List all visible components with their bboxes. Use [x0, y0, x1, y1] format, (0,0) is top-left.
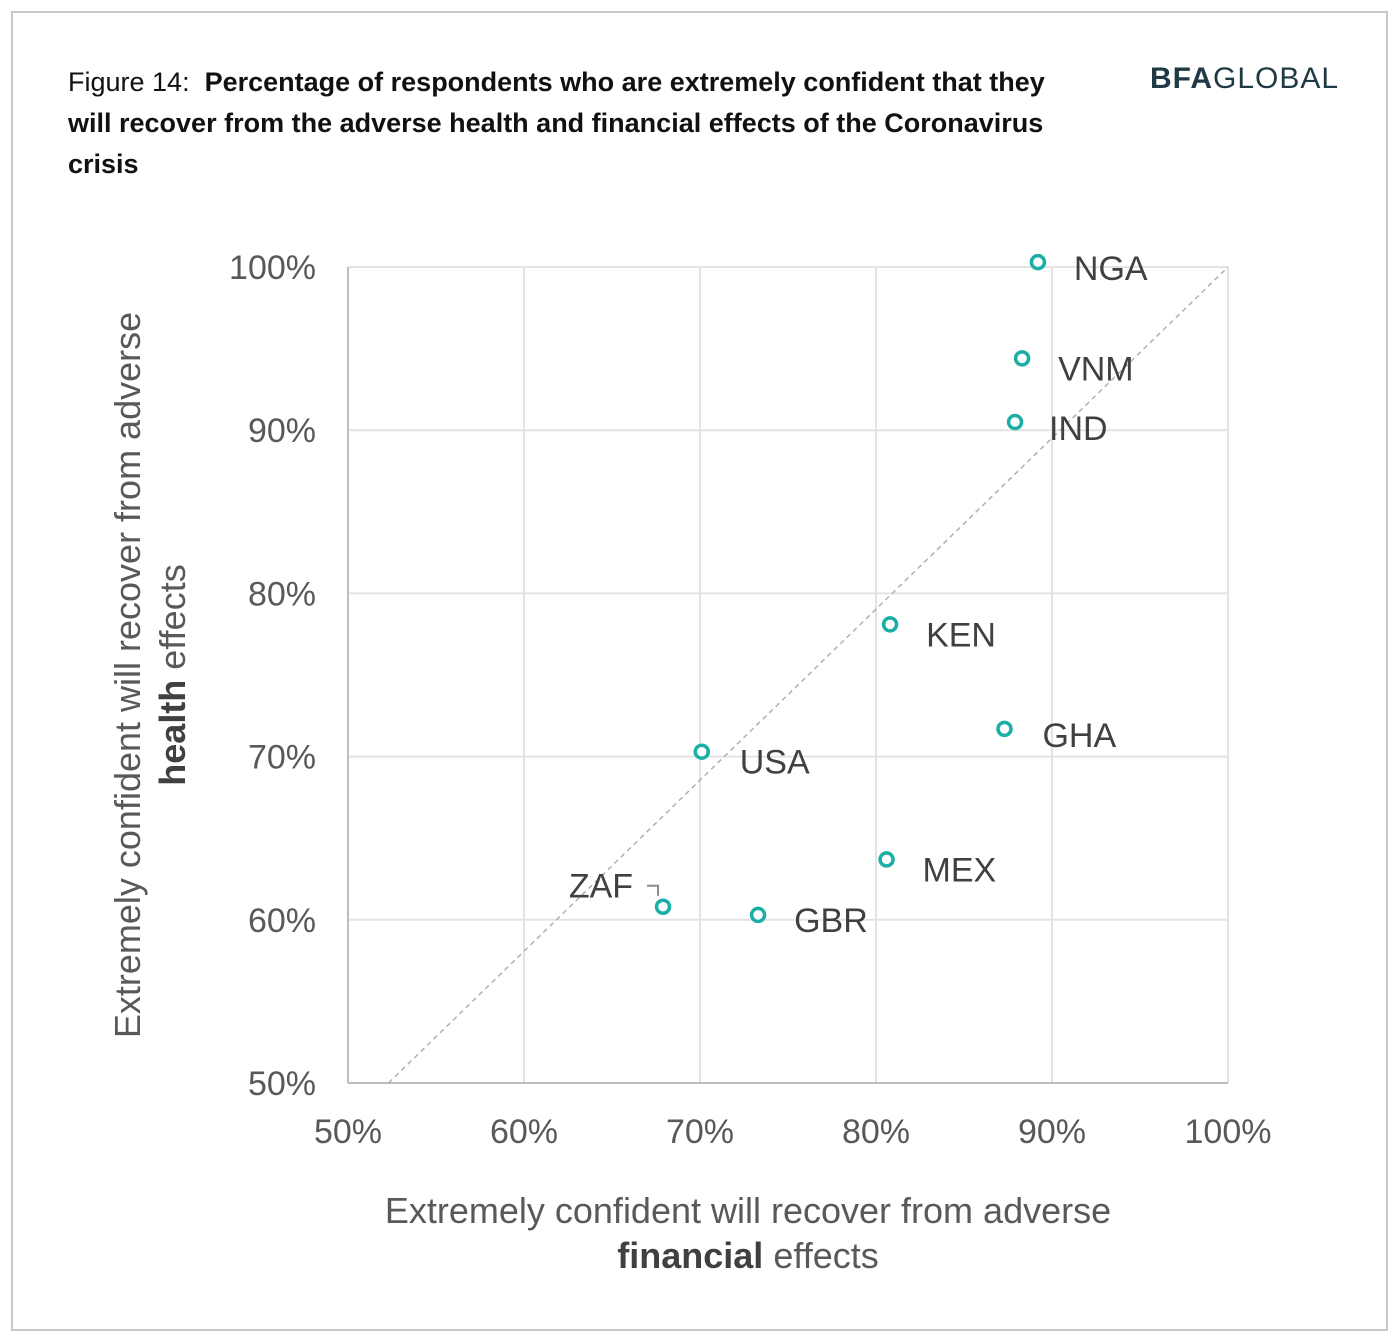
- x-tick-label: 100%: [1185, 1113, 1272, 1151]
- x-axis-title-bold: financial: [617, 1235, 763, 1276]
- point-label-mex: MEX: [923, 851, 997, 889]
- point-marker-nga: [1029, 253, 1047, 271]
- point-marker-ken: [881, 616, 899, 633]
- y-tick-label: 70%: [248, 739, 316, 777]
- point-label-gha: GHA: [1042, 717, 1116, 755]
- figure-title: Figure 14: Percentage of respondents who…: [68, 62, 1068, 185]
- point-marker-gbr: [749, 906, 767, 924]
- point-label-ken: KEN: [926, 616, 996, 654]
- point-label-ind: IND: [1049, 410, 1108, 448]
- point-label-vnm: VNM: [1058, 350, 1134, 388]
- x-tick-label: 90%: [1018, 1113, 1086, 1151]
- y-tick-label: 80%: [248, 575, 316, 613]
- y-tick-label: 50%: [248, 1065, 316, 1103]
- x-axis-title-rest: effects: [763, 1235, 878, 1276]
- figure-number: Figure 14:: [68, 67, 190, 97]
- point-marker-ind: [1006, 413, 1024, 431]
- bfa-global-logo: BFAGLOBAL: [1150, 62, 1340, 95]
- y-axis-title-line2: health effects: [152, 564, 193, 785]
- y-tick-label: 90%: [248, 412, 316, 450]
- y-tick-label: 100%: [229, 249, 316, 287]
- y-axis-title-rest: effects: [152, 564, 193, 679]
- x-tick-label: 70%: [666, 1113, 734, 1151]
- x-tick-label: 60%: [490, 1113, 558, 1151]
- x-axis-title-line1: Extremely confident will recover from ad…: [385, 1190, 1111, 1231]
- point-marker-zaf: [654, 898, 672, 915]
- figure-title-text: Percentage of respondents who are extrem…: [68, 67, 1045, 179]
- y-axis-title-line1: Extremely confident will recover from ad…: [107, 312, 148, 1038]
- x-axis-title-line2: financial effects: [617, 1235, 878, 1276]
- point-label-nga: NGA: [1074, 250, 1148, 288]
- point-marker-usa: [693, 743, 711, 760]
- point-label-usa: USA: [740, 744, 810, 782]
- reference-diagonal-line: [387, 266, 1229, 1084]
- x-tick-label: 80%: [842, 1113, 910, 1151]
- y-tick-label: 60%: [248, 902, 316, 940]
- zaf-leader-line: [647, 884, 660, 896]
- y-axis-title-bold: health: [152, 680, 193, 786]
- point-label-gbr: GBR: [794, 902, 868, 940]
- point-marker-vnm: [1013, 350, 1031, 367]
- point-marker-mex: [878, 851, 895, 868]
- x-tick-label: 50%: [314, 1113, 382, 1151]
- point-marker-gha: [996, 720, 1013, 738]
- point-label-zaf: ZAF: [569, 868, 633, 906]
